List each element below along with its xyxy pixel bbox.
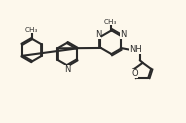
Text: N: N bbox=[120, 30, 127, 39]
Text: N: N bbox=[64, 65, 70, 74]
Text: N: N bbox=[95, 30, 101, 39]
Text: CH₃: CH₃ bbox=[25, 27, 38, 33]
Text: NH: NH bbox=[129, 45, 142, 54]
Text: O: O bbox=[132, 69, 138, 78]
Text: CH₃: CH₃ bbox=[104, 19, 118, 25]
